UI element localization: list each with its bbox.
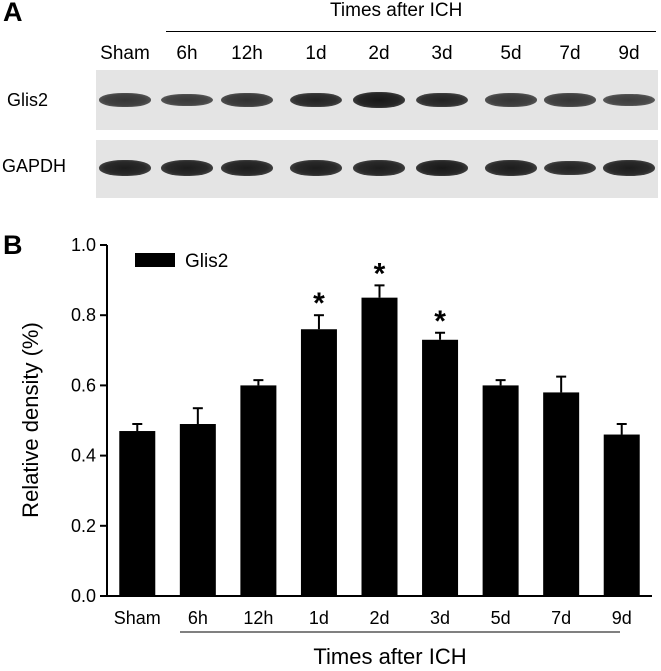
bar-12h [240,385,277,596]
y-axis-label: Relative density (%) [18,322,43,518]
x-tick-label: 6h [188,608,208,628]
legend-label: Glis2 [185,251,228,272]
y-tick-label: 0.6 [71,375,96,395]
blot-band [416,92,468,108]
blot-band [161,160,213,176]
x-tick-label: 5d [491,608,511,628]
blot-lane-label: 1d [305,43,327,64]
bar-1d [300,329,337,596]
y-tick-label: 0.0 [71,586,96,606]
y-tick-label: 1.0 [71,235,96,255]
legend-swatch [135,253,175,267]
y-tick-label: 0.2 [71,516,96,536]
blot-row-label: Glis2 [7,90,49,110]
blot-lane-label: 12h [231,43,263,64]
x-axis-label: Times after ICH [313,644,466,669]
blot-band [544,93,596,107]
bar-2d [361,297,398,596]
x-tick-label: 3d [430,608,450,628]
bar-5d [482,385,519,596]
blot-lane-label: 3d [431,43,453,64]
y-tick-label: 0.4 [71,446,96,466]
significance-marker: * [374,257,386,290]
blot-lane-label: 2d [368,43,390,64]
blot-band [99,93,151,107]
blot-band [161,93,213,107]
blot-band [485,93,537,107]
blot-lane-label: 7d [559,43,581,64]
bar-7d [543,392,580,596]
panel-a-label: A [3,0,23,27]
blot-band [353,160,405,176]
x-tick-label: 1d [309,608,329,628]
blot-lane-label: 9d [618,43,640,64]
x-tick-label: Sham [114,608,161,628]
bar-9d [603,434,640,596]
x-tick-label: 2d [369,608,389,628]
x-tick-label: 9d [612,608,632,628]
blot-band [290,92,342,108]
y-tick-label: 0.8 [71,305,96,325]
blot-band [221,93,273,107]
blot-band [353,92,405,108]
blot-lane-label: 6h [176,43,198,64]
bar-6h [179,424,216,596]
significance-marker: * [313,287,325,320]
bar-Sham [119,431,156,596]
x-tick-label: 7d [551,608,571,628]
bar-3d [422,339,459,596]
blot-band [221,160,273,176]
blot-lane-label: 5d [500,43,522,64]
blot-band [544,160,596,176]
panel-b-label: B [3,230,23,260]
blot-lane-label: Sham [100,43,150,64]
blot-band [603,93,655,107]
blot-band [485,160,537,176]
blot-band [416,160,468,176]
blot-band [99,160,151,176]
blot-header: Times after ICH [330,0,463,21]
significance-marker: * [434,305,446,338]
blot-row-label: GAPDH [2,156,67,176]
blot-band [603,160,655,176]
blot-band [290,160,342,176]
x-tick-label: 12h [243,608,273,628]
blot-header-line [166,31,656,32]
